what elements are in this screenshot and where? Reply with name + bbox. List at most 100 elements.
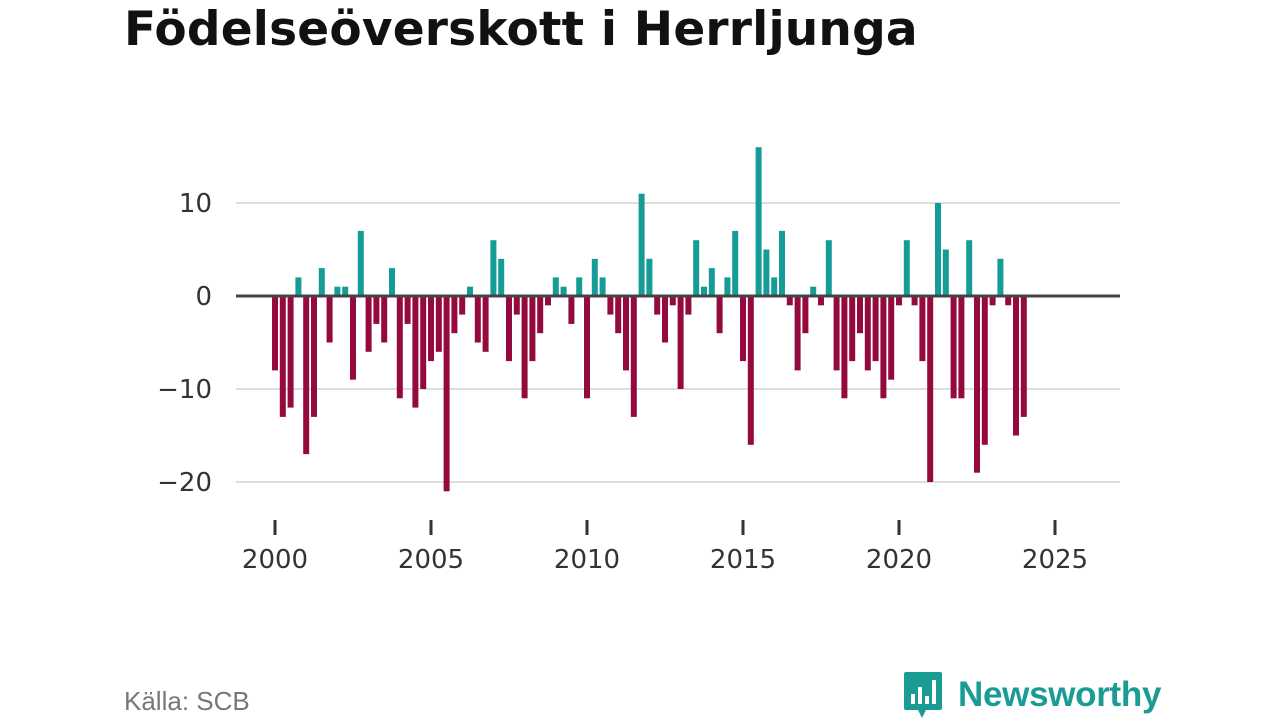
bar (568, 296, 575, 324)
bar (303, 296, 310, 455)
x-tick-label: 2015 (710, 545, 776, 575)
bar (576, 277, 583, 296)
bar (443, 296, 450, 492)
x-axis: 2000 2005 2010 2015 2020 2025 (242, 520, 1088, 575)
bar (474, 296, 481, 343)
x-tick-label: 2025 (1022, 545, 1088, 575)
bar (911, 296, 918, 306)
bar (685, 296, 692, 315)
bar (693, 240, 700, 296)
bar (810, 286, 817, 296)
bar (997, 258, 1004, 296)
bar (880, 296, 887, 399)
bar (654, 296, 661, 315)
bar (381, 296, 388, 343)
bar (365, 296, 372, 352)
bar (903, 240, 910, 296)
bar (396, 296, 403, 399)
bar (591, 258, 598, 296)
source-label: Källa: SCB (124, 686, 250, 716)
bar (825, 240, 832, 296)
bar (888, 296, 895, 380)
bar (428, 296, 434, 362)
bar (919, 296, 926, 362)
bar (818, 296, 824, 306)
bar (529, 296, 536, 362)
bar (857, 296, 863, 334)
bar (841, 296, 848, 399)
bar (740, 296, 746, 362)
bar (490, 240, 497, 296)
bar (342, 286, 349, 296)
bar (334, 286, 341, 296)
bar (630, 296, 637, 417)
bar (779, 230, 785, 296)
bar (350, 296, 356, 380)
bar (537, 296, 544, 334)
bar (521, 296, 528, 399)
bar (864, 296, 871, 371)
bar (615, 296, 622, 334)
bar (311, 296, 317, 417)
bar (833, 296, 840, 371)
bar (584, 296, 590, 399)
bar (1013, 296, 1019, 436)
bar (755, 147, 762, 296)
bar (404, 296, 411, 324)
newsworthy-logo-icon (904, 672, 942, 718)
bar (677, 296, 684, 389)
bar (669, 296, 676, 306)
x-tick-label: 2010 (554, 545, 620, 575)
bar (326, 296, 333, 343)
y-axis: 10 0 −10 −20 (157, 189, 212, 498)
bar (513, 296, 520, 315)
bar (763, 249, 770, 296)
bar (935, 203, 941, 296)
brand-name: Newsworthy (958, 675, 1162, 714)
bar (607, 296, 614, 315)
bar (747, 296, 754, 445)
bar (708, 268, 715, 296)
bar (318, 268, 325, 296)
x-tick-label: 2000 (242, 545, 308, 575)
bar (638, 193, 645, 296)
bar (412, 296, 419, 408)
bar (623, 296, 629, 371)
bar (646, 258, 653, 296)
bar (287, 296, 294, 408)
bar (966, 240, 973, 296)
bar (373, 296, 380, 324)
bars (272, 147, 1027, 492)
bar (950, 296, 957, 399)
bar (771, 277, 778, 296)
bar (599, 277, 606, 296)
x-tick-label: 2005 (398, 545, 464, 575)
bar (435, 296, 442, 352)
bar (701, 286, 707, 296)
bar (451, 296, 458, 334)
bar (272, 296, 278, 371)
bar (849, 296, 856, 362)
bar (989, 296, 996, 306)
bar (357, 230, 364, 296)
bar (459, 296, 466, 315)
y-tick-label: −20 (157, 468, 212, 498)
bar (467, 286, 473, 296)
bar (389, 268, 395, 296)
bar (794, 296, 801, 371)
y-tick-label: −10 (157, 375, 212, 405)
bar (724, 277, 731, 296)
bar (786, 296, 793, 306)
bar (420, 296, 427, 389)
bar (295, 277, 302, 296)
bar (942, 249, 949, 296)
bar (981, 296, 988, 445)
bar (927, 296, 934, 482)
brand-logo[interactable]: Newsworthy (902, 670, 1161, 720)
bar (498, 258, 505, 296)
bar (896, 296, 902, 306)
bar (958, 296, 965, 399)
bar (974, 296, 980, 473)
bar (279, 296, 286, 417)
